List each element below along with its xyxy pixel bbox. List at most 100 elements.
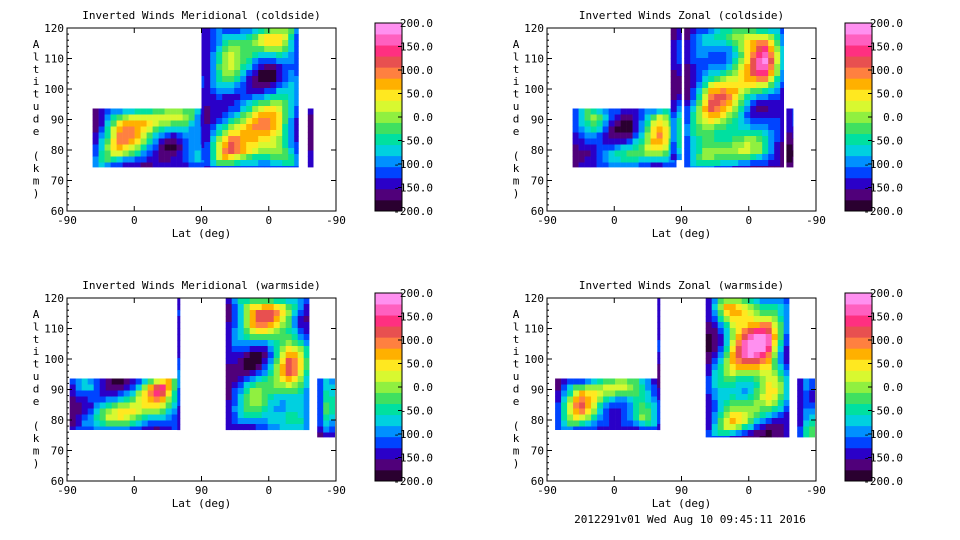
contour-cell [578,162,585,168]
contour-cell [291,298,298,305]
contour-cell [297,394,304,401]
contour-cell [261,364,268,371]
colorbar-swatch [845,359,872,371]
contour-cell [744,130,751,137]
contour-cell [670,148,677,155]
contour-cell [732,166,739,168]
contour-cell [252,130,259,137]
contour-cell [329,408,335,415]
y-tick-label: 70 [51,445,64,458]
contour-cell [714,136,721,143]
x-tick-label: 0 [265,214,272,227]
contour-cell [317,402,324,409]
colorbar-swatch [375,315,402,327]
contour-cell [726,40,733,47]
contour-cell [708,106,715,113]
contour-cell [657,334,661,341]
contour-cell [774,34,781,41]
contour-cell [210,148,217,155]
contour-cell [768,94,775,101]
contour-cell [98,120,105,127]
contour-cell [273,310,280,317]
contour-cell [69,390,76,397]
contour-cell [252,46,259,53]
contour-cell [657,328,661,335]
contour-cell [690,118,697,125]
contour-cell [141,378,148,385]
contour-cell [747,316,754,323]
contour-cell [249,418,256,425]
contour-cell [729,304,736,311]
colorbar-swatch [845,56,872,68]
contour-cell [228,118,235,125]
contour-cell [252,154,259,161]
contour-cell [261,382,268,389]
colorbar-tick-label: 100.0 [400,334,433,347]
contour-cell [579,378,586,385]
contour-cell [585,426,592,430]
contour-cell [216,154,223,161]
contour-cell [690,58,697,65]
contour-cell [291,394,298,401]
contour-cell [276,142,283,149]
contour-cell [762,148,769,155]
contour-cell [282,88,289,95]
contour-cell [753,412,760,419]
contour-cell [201,40,205,47]
contour-cell [747,382,754,389]
contour-cell [255,358,262,365]
contour-cell [282,118,289,125]
contour-cell [225,364,232,371]
contour-cell [633,396,640,403]
contour-cell [670,76,677,83]
contour-cell [614,150,621,157]
contour-cell [780,34,784,41]
contour-cell [297,388,304,395]
contour-cell [676,118,682,125]
contour-cell [702,82,709,89]
contour-cell [282,106,289,113]
contour-cell [711,346,718,353]
contour-cell [243,388,250,395]
contour-cell [297,352,304,359]
contour-cell [234,40,241,47]
contour-cell [228,70,235,77]
contour-cell [267,382,274,389]
contour-cell [276,106,283,113]
contour-cell [584,132,591,139]
contour-cell [657,358,661,365]
contour-cell [723,418,730,425]
colorbar-swatch [845,348,872,360]
x-tick-label: 0 [611,214,618,227]
contour-cell [222,118,229,125]
contour-cell [87,420,94,427]
contour-cell [204,148,211,155]
contour-cell [135,414,142,421]
contour-cell [780,166,784,168]
contour-cell [626,126,633,133]
contour-cell [285,376,292,383]
contour-cell [123,378,130,385]
contour-cell [182,150,189,157]
contour-cell [774,148,781,155]
contour-cell [670,28,677,35]
contour-cell [276,76,283,83]
contour-cell [243,322,250,329]
contour-cell [288,142,295,149]
y-tick-label: 80 [51,414,64,427]
contour-cell [590,156,597,163]
contour-cell [711,364,718,371]
contour-cell [291,406,298,413]
contour-cell [279,346,286,353]
contour-cell [98,156,105,163]
contour-cell [774,94,781,101]
contour-cell [261,304,268,311]
colorbar-tick-label: -100.0 [393,428,433,441]
contour-cell [246,148,253,155]
contour-cell [276,64,283,71]
contour-cell [240,160,247,167]
contour-cell [726,88,733,95]
contour-cell [210,166,217,168]
contour-cell [249,328,256,335]
contour-cell [153,420,160,427]
